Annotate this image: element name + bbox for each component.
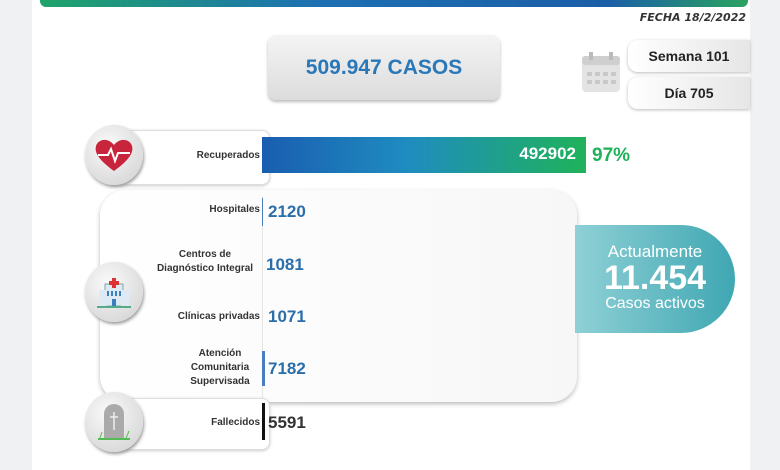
week-badge: Semana 101: [628, 40, 750, 72]
community-care-label: Atención Comunitaria Supervisada: [190, 348, 250, 387]
hospitals-label: Hospitales: [209, 204, 260, 215]
recovered-label: Recuperados: [196, 150, 260, 161]
active-suffix: Casos activos: [605, 295, 705, 312]
heart-icon: [85, 125, 143, 185]
active-prefix: Actualmente: [607, 242, 703, 261]
active-cases-badge: Actualmente 11.454 Casos activos: [575, 225, 735, 333]
private-clinics-label: Clínicas privadas: [177, 311, 260, 322]
deceased-bar: [262, 403, 265, 440]
community-care-bar: [262, 351, 265, 386]
hospital-icon: [85, 262, 143, 322]
hospitals-value: 2120: [268, 202, 306, 221]
total-cases: 509.947 CASOS: [268, 35, 500, 100]
day-badge: Día 705: [628, 77, 750, 109]
top-banner: [40, 0, 748, 7]
recovered-bar: 492902: [262, 137, 586, 173]
cdi-label: Centros de Diagnóstico Integral: [156, 249, 254, 274]
active-value: 11.454: [603, 259, 707, 297]
deceased-label: Fallecidos: [211, 417, 260, 428]
deceased-value: 5591: [268, 413, 306, 432]
divider: [262, 196, 263, 401]
community-care-value: 7182: [268, 359, 306, 378]
date-label: FECHA 18/2/2022: [639, 11, 746, 24]
active-cases-panel: [100, 190, 577, 402]
recovered-percent: 97%: [592, 145, 631, 166]
calendar-icon: [582, 52, 620, 92]
cdi-value: 1081: [266, 255, 304, 274]
recovered-value: 492902: [519, 144, 576, 163]
hospitals-bar: [262, 198, 263, 226]
tombstone-icon: [85, 392, 143, 452]
private-clinics-value: 1071: [268, 307, 306, 326]
